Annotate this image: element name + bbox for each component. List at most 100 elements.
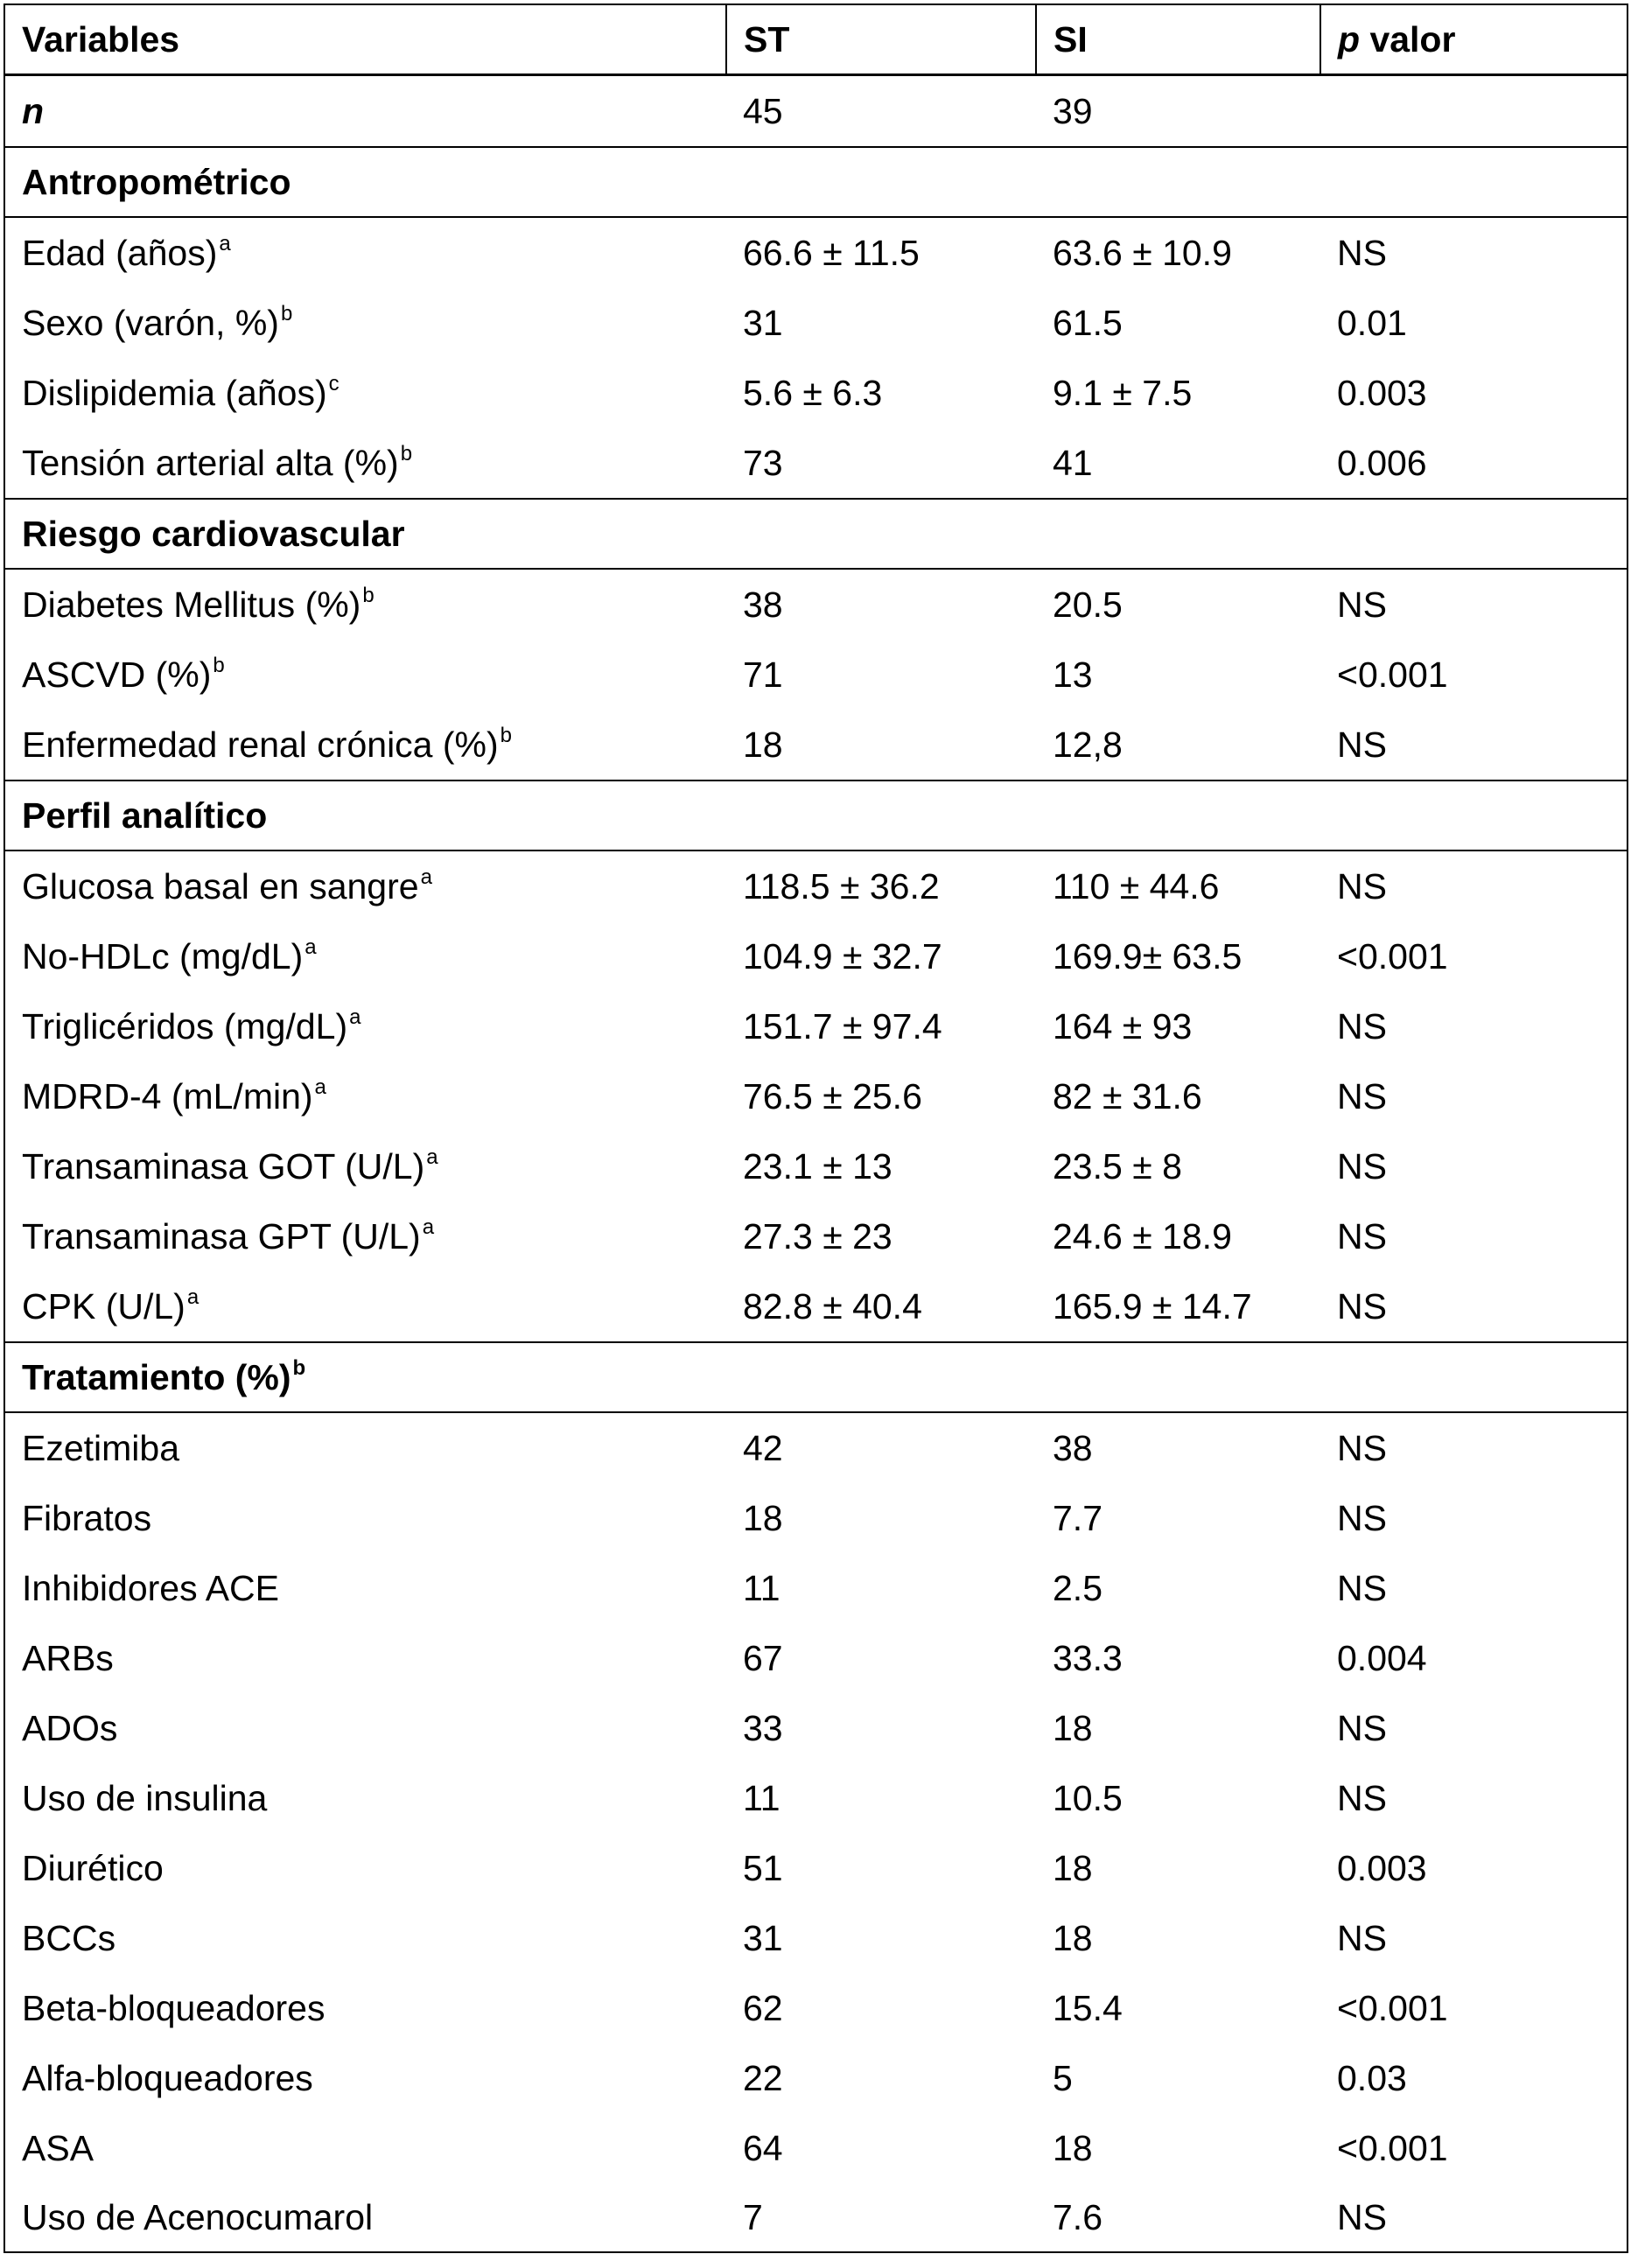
- p-value: NS: [1320, 2183, 1628, 2252]
- header-si: SI: [1036, 4, 1320, 75]
- footnote-mark: a: [304, 935, 316, 959]
- n-st: 45: [726, 75, 1036, 148]
- st-value: 118.5 ± 36.2: [726, 850, 1036, 921]
- header-p-letter: p: [1338, 19, 1360, 60]
- footnote-mark: a: [423, 1215, 434, 1239]
- table-row: Transaminasa GOT (U/L)a23.1 ± 1323.5 ± 8…: [4, 1131, 1628, 1201]
- n-p: [1320, 75, 1628, 148]
- footnote-mark: a: [426, 1145, 438, 1169]
- st-value: 73: [726, 428, 1036, 499]
- p-value: <0.001: [1320, 640, 1628, 710]
- row-label: CPK (U/L): [22, 1286, 186, 1326]
- table-row: Alfa-bloqueadores2250.03: [4, 2043, 1628, 2113]
- row-label-cell: ADOs: [4, 1693, 726, 1763]
- row-label: Transaminasa GPT (U/L): [22, 1216, 421, 1256]
- row-label: Diabetes Mellitus (%): [22, 584, 360, 625]
- row-label: No-HDLc (mg/dL): [22, 936, 303, 976]
- table-row: Glucosa basal en sangrea118.5 ± 36.2110 …: [4, 850, 1628, 921]
- si-value: 2.5: [1036, 1553, 1320, 1623]
- st-value: 33: [726, 1693, 1036, 1763]
- row-label: Dislipidemia (años): [22, 373, 327, 413]
- footnote-mark: a: [219, 232, 230, 256]
- table-row: No-HDLc (mg/dL)a104.9 ± 32.7169.9± 63.5<…: [4, 921, 1628, 991]
- si-value: 20.5: [1036, 569, 1320, 640]
- row-label: ASA: [22, 2128, 94, 2168]
- header-p-word: valor: [1360, 19, 1455, 60]
- comparison-table: Variables ST SI p valor n 45 39 Antropom…: [4, 4, 1628, 2253]
- st-value: 104.9 ± 32.7: [726, 921, 1036, 991]
- footnote-mark: b: [401, 442, 412, 466]
- table-row: Dislipidemia (años)c5.6 ± 6.39.1 ± 7.50.…: [4, 358, 1628, 428]
- st-value: 51: [726, 1833, 1036, 1903]
- si-value: 7.7: [1036, 1483, 1320, 1553]
- p-value: NS: [1320, 1903, 1628, 1973]
- row-label-cell: Transaminasa GOT (U/L)a: [4, 1131, 726, 1201]
- section-title: Antropométrico: [4, 147, 1628, 217]
- table-row: Sexo (varón, %)b3161.50.01: [4, 288, 1628, 358]
- footnote-mark: a: [187, 1285, 199, 1309]
- row-label-cell: BCCs: [4, 1903, 726, 1973]
- section-title-footnote-mark: b: [293, 1356, 306, 1380]
- p-value: <0.001: [1320, 1973, 1628, 2043]
- table-row: ASCVD (%)b7113<0.001: [4, 640, 1628, 710]
- table-row: Enfermedad renal crónica (%)b1812,8NS: [4, 710, 1628, 780]
- row-label-cell: Ezetimiba: [4, 1412, 726, 1483]
- st-value: 27.3 ± 23: [726, 1201, 1036, 1271]
- row-label-cell: Glucosa basal en sangrea: [4, 850, 726, 921]
- si-value: 164 ± 93: [1036, 991, 1320, 1061]
- p-value: NS: [1320, 1131, 1628, 1201]
- row-label: Uso de Acenocumarol: [22, 2197, 373, 2237]
- row-label: ASCVD (%): [22, 654, 211, 695]
- table-row: Fibratos187.7NS: [4, 1483, 1628, 1553]
- row-label-cell: Enfermedad renal crónica (%)b: [4, 710, 726, 780]
- row-label: Tensión arterial alta (%): [22, 443, 399, 483]
- row-label: BCCs: [22, 1918, 116, 1958]
- row-label: Edad (años): [22, 233, 217, 273]
- st-value: 5.6 ± 6.3: [726, 358, 1036, 428]
- table-row: Beta-bloqueadores6215.4<0.001: [4, 1973, 1628, 2043]
- table-row: Uso de Acenocumarol77.6NS: [4, 2183, 1628, 2252]
- section-header-row: Tratamiento (%)b: [4, 1342, 1628, 1412]
- row-label-cell: Beta-bloqueadores: [4, 1973, 726, 2043]
- p-value: NS: [1320, 991, 1628, 1061]
- p-value: NS: [1320, 1271, 1628, 1342]
- section-header-row: Perfil analítico: [4, 780, 1628, 850]
- st-value: 31: [726, 1903, 1036, 1973]
- row-label-cell: Inhibidores ACE: [4, 1553, 726, 1623]
- row-label-cell: Uso de insulina: [4, 1763, 726, 1833]
- st-value: 67: [726, 1623, 1036, 1693]
- footnote-mark: a: [315, 1075, 326, 1099]
- footnote-mark: b: [500, 724, 512, 747]
- st-value: 42: [726, 1412, 1036, 1483]
- row-label-cell: Diurético: [4, 1833, 726, 1903]
- si-value: 18: [1036, 1833, 1320, 1903]
- footnote-mark: b: [362, 584, 374, 607]
- st-value: 18: [726, 710, 1036, 780]
- table-body: n 45 39 AntropométricoEdad (años)a66.6 ±…: [4, 75, 1628, 2253]
- row-label: Fibratos: [22, 1498, 151, 1538]
- table-row-n: n 45 39: [4, 75, 1628, 148]
- p-value: NS: [1320, 1483, 1628, 1553]
- table-row: Triglicéridos (mg/dL)a151.7 ± 97.4164 ± …: [4, 991, 1628, 1061]
- table-row: ADOs3318NS: [4, 1693, 1628, 1763]
- table-row: Inhibidores ACE112.5NS: [4, 1553, 1628, 1623]
- section-title: Perfil analítico: [4, 780, 1628, 850]
- st-value: 151.7 ± 97.4: [726, 991, 1036, 1061]
- st-value: 82.8 ± 40.4: [726, 1271, 1036, 1342]
- st-value: 76.5 ± 25.6: [726, 1061, 1036, 1131]
- section-title: Tratamiento (%)b: [4, 1342, 1628, 1412]
- row-label: Transaminasa GOT (U/L): [22, 1146, 424, 1186]
- table-row: Edad (años)a66.6 ± 11.563.6 ± 10.9NS: [4, 217, 1628, 288]
- st-value: 62: [726, 1973, 1036, 2043]
- table-row: CPK (U/L)a82.8 ± 40.4165.9 ± 14.7NS: [4, 1271, 1628, 1342]
- table-row: Diabetes Mellitus (%)b3820.5NS: [4, 569, 1628, 640]
- row-label: Triglicéridos (mg/dL): [22, 1006, 347, 1046]
- section-title-text: Tratamiento (%): [22, 1357, 291, 1397]
- p-value: <0.001: [1320, 921, 1628, 991]
- si-value: 24.6 ± 18.9: [1036, 1201, 1320, 1271]
- table-row: BCCs3118NS: [4, 1903, 1628, 1973]
- table-row: ARBs6733.30.004: [4, 1623, 1628, 1693]
- p-value: NS: [1320, 569, 1628, 640]
- si-value: 18: [1036, 2113, 1320, 2183]
- p-value: 0.006: [1320, 428, 1628, 499]
